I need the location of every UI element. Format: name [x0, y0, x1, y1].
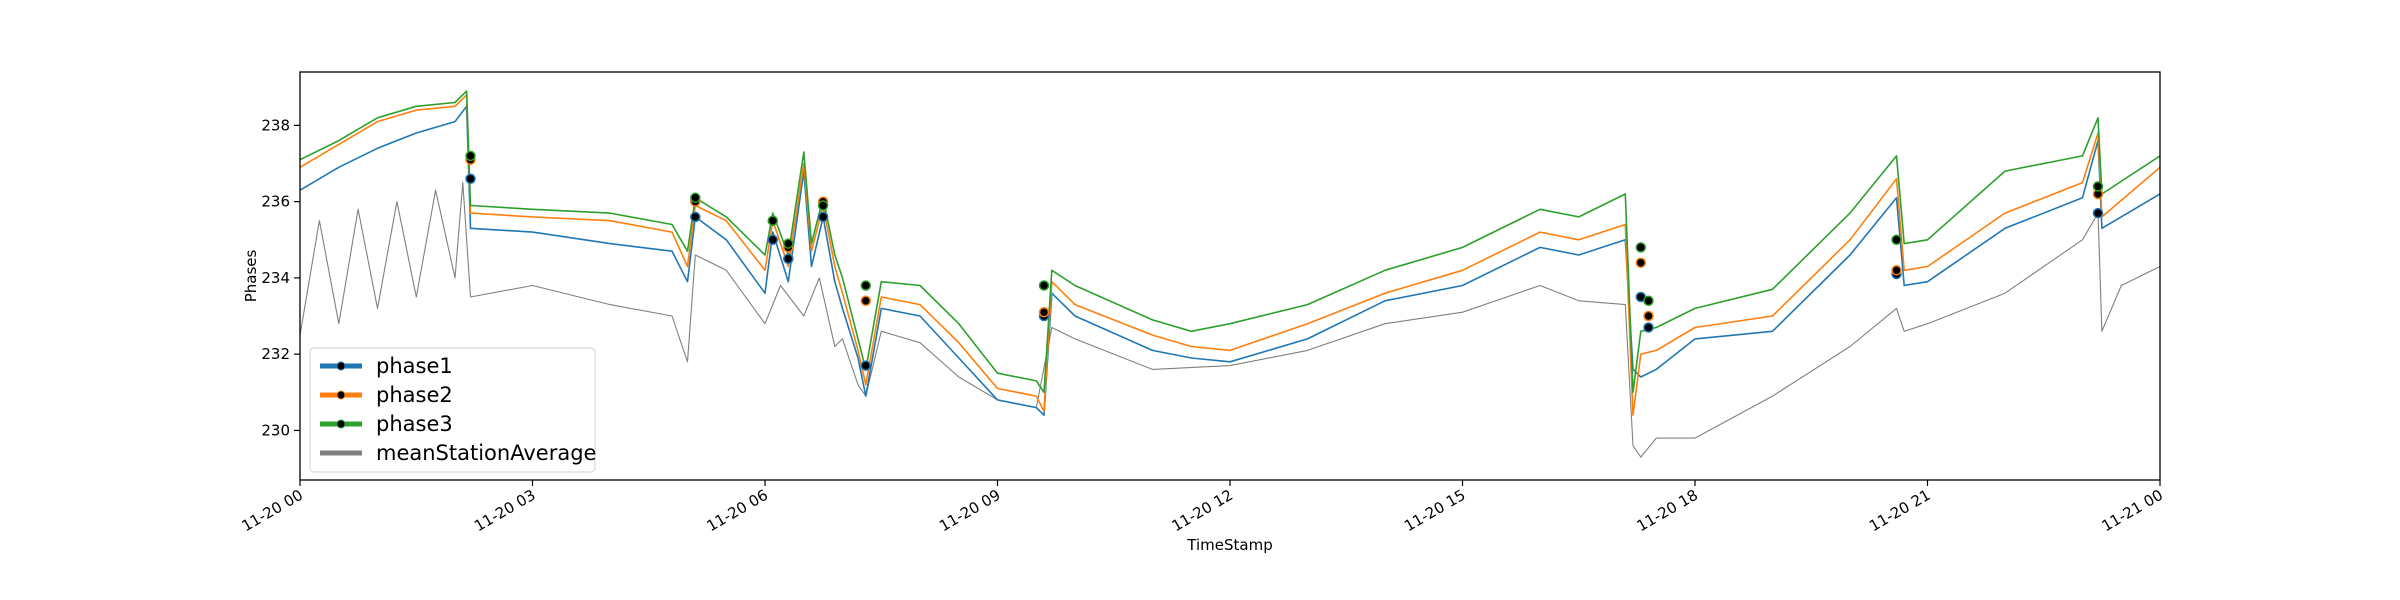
legend-label-phase3: phase3: [376, 412, 453, 436]
event-marker-phase3: [817, 200, 829, 211]
event-marker-phase1: [767, 234, 779, 246]
event-marker-phase3: [1038, 280, 1050, 291]
event-marker-phase3: [1643, 295, 1654, 307]
legend-label-meanStationAverage: meanStationAverage: [376, 441, 596, 465]
series-line-phase1: [299, 105, 2161, 417]
y-tick-label: 236: [261, 193, 290, 211]
series-layer: [299, 90, 2161, 458]
x-tick-label: 11-20 00: [239, 486, 306, 535]
y-tick-label: 232: [261, 345, 290, 363]
event-marker-phase3: [690, 192, 701, 204]
series-line-phase3: [299, 90, 2161, 394]
legend-label-phase2: phase2: [376, 383, 453, 407]
legend-marker-phase3: [336, 419, 346, 429]
event-marker-phase3: [465, 150, 476, 162]
y-axis: 230 232 234 236 238: [261, 116, 300, 439]
legend-marker-phase1: [336, 361, 346, 371]
x-tick-label: 11-20 18: [1634, 486, 1701, 535]
y-axis-title: Phases: [242, 250, 260, 303]
event-marker-phase1: [465, 173, 476, 185]
x-axis: 11-20 00 11-20 03 11-20 06 11-20 09 11-20 12…: [239, 480, 2166, 535]
y-tick-label: 230: [261, 421, 290, 439]
event-marker-phase2: [1635, 257, 1647, 268]
legend-label-phase1: phase1: [376, 354, 453, 378]
event-marker-phase3: [2092, 181, 2104, 192]
legend-marker-phase2: [336, 390, 346, 400]
x-tick-label: 11-20 06: [704, 486, 771, 535]
event-marker-phase2: [860, 295, 872, 307]
event-marker-phase1: [1643, 322, 1654, 333]
x-tick-label: 11-20 21: [1866, 486, 1933, 535]
event-marker-phase1: [817, 211, 829, 223]
legend: phase1 phase2 phase3 meanStationAverage: [309, 347, 596, 473]
event-marker-phase2: [1891, 265, 1902, 276]
x-tick-label: 11-21 00: [2099, 486, 2166, 535]
x-tick-label: 11-20 12: [1169, 486, 1236, 535]
y-tick-label: 238: [261, 116, 290, 134]
event-marker-phase3: [1635, 242, 1647, 253]
event-marker-phase3: [783, 238, 794, 249]
event-marker-phase1: [2092, 207, 2104, 219]
x-tick-label: 11-20 15: [1401, 486, 1468, 535]
event-marker-phase1: [690, 211, 701, 223]
series-line-phase2: [299, 94, 2161, 417]
legend-box: [309, 347, 596, 473]
x-axis-title: TimeStamp: [1186, 536, 1272, 554]
event-marker-phase3: [1891, 234, 1902, 246]
event-marker-layer: [465, 150, 2104, 371]
event-marker-phase2: [1643, 310, 1654, 322]
series-line-meanStationAverage: [299, 182, 2161, 458]
event-marker-phase1: [783, 253, 794, 265]
event-marker-phase1: [860, 360, 872, 371]
y-tick-label: 234: [261, 269, 290, 287]
event-marker-phase2: [1038, 306, 1050, 318]
event-marker-phase3: [767, 215, 779, 226]
x-tick-label: 11-20 09: [936, 486, 1003, 535]
x-tick-label: 11-20 03: [471, 486, 538, 535]
event-marker-phase3: [860, 280, 872, 291]
